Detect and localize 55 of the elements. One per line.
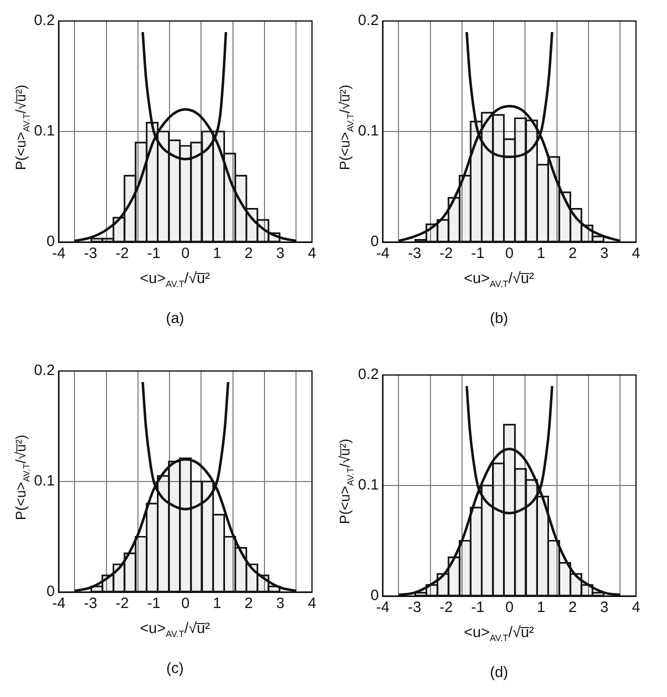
x-tick-label: -1	[471, 599, 484, 616]
x-tick-label: 1	[212, 595, 222, 612]
x-tick-label: 4	[308, 595, 316, 612]
text: (b)	[488, 310, 510, 327]
y-tick-label: 0.1	[358, 476, 379, 494]
x-tick-label: 3	[600, 599, 609, 616]
x-tick-label: 3	[276, 245, 285, 262]
x-axis-title: <u>$_{AV.T}$/√u̅²	[462, 624, 536, 643]
y-tick-label: 0	[46, 583, 55, 600]
x-tick-label: 4	[632, 599, 640, 616]
y-tick-label: 0.2	[34, 362, 55, 380]
x-tick-label: -4	[376, 599, 390, 616]
x-tick-label: 1	[212, 245, 222, 262]
x-tick-label: -2	[439, 245, 453, 262]
y-tick-label: 0.1	[34, 472, 55, 490]
x-tick-label: -4	[52, 595, 66, 612]
x-tick-label: 2	[568, 245, 577, 262]
y-tick-label: 0.2	[358, 12, 379, 30]
x-axis-title: <u>$_{AV.T}$/√u̅²	[138, 270, 212, 289]
y-tick-label: 0.1	[34, 122, 55, 140]
y-tick-label: 0	[370, 233, 379, 250]
x-tick-label: -1	[147, 595, 160, 612]
x-tick-label: -3	[408, 245, 422, 262]
x-tick-label: -1	[471, 245, 484, 262]
x-axis-title: <u>$_{AV.T}$/√u̅²	[462, 270, 536, 289]
x-tick-label: 3	[276, 595, 285, 612]
y-tick-label: 0	[46, 233, 55, 250]
x-tick-label: 3	[600, 245, 609, 262]
x-tick-label: -4	[376, 245, 390, 262]
x-tick-label: 2	[244, 245, 253, 262]
x-tick-label: 2	[244, 595, 253, 612]
x-tick-label: 0	[505, 245, 514, 262]
x-tick-label: -3	[84, 595, 98, 612]
x-tick-label: 1	[536, 245, 546, 262]
x-tick-label: 0	[181, 595, 190, 612]
x-tick-label: -1	[147, 245, 160, 262]
x-tick-label: 4	[632, 245, 640, 262]
text: (c)	[165, 660, 185, 677]
x-tick-label: -4	[52, 245, 66, 262]
x-tick-label: 4	[308, 245, 316, 262]
x-tick-label: -3	[84, 245, 98, 262]
text: (d)	[488, 664, 510, 681]
text: (a)	[164, 310, 186, 327]
x-tick-label: 2	[568, 599, 577, 616]
x-tick-label: -2	[115, 245, 129, 262]
x-tick-label: -2	[115, 595, 129, 612]
y-tick-label: 0.2	[34, 12, 55, 30]
y-tick-label: 0.2	[358, 366, 379, 384]
x-tick-label: -2	[439, 599, 453, 616]
y-tick-label: 0.1	[358, 122, 379, 140]
x-tick-label: 1	[536, 599, 546, 616]
x-tick-label: 0	[181, 245, 190, 262]
x-tick-label: -3	[408, 599, 422, 616]
x-tick-label: 0	[505, 599, 514, 616]
x-axis-title: <u>$_{AV.T}$/√u̅²	[138, 620, 212, 639]
